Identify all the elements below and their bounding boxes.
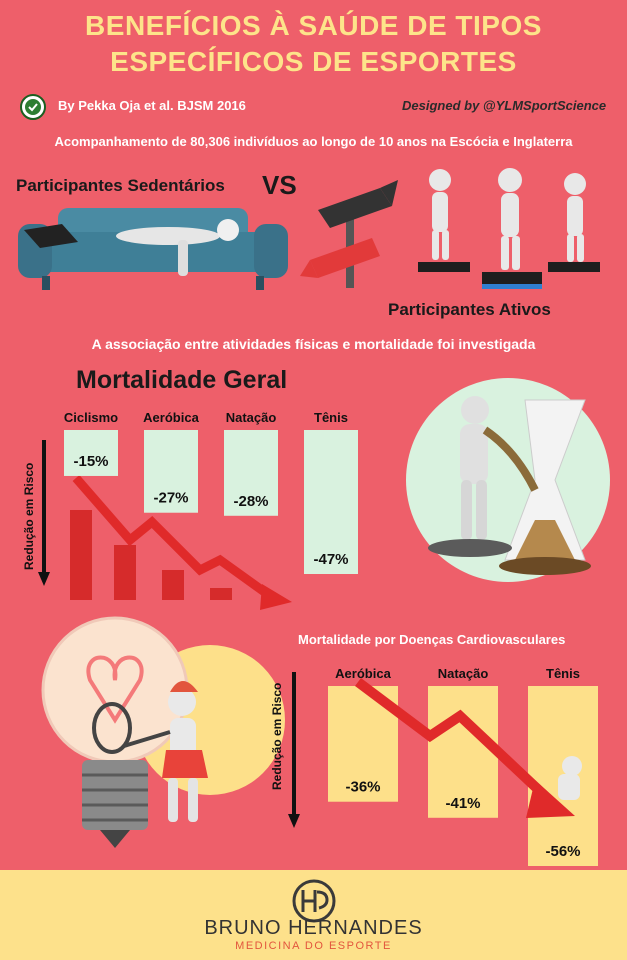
- chart-value-label: -27%: [153, 490, 188, 507]
- chart-bar: [64, 430, 118, 476]
- designer-credit: Designed by @YLMSportScience: [402, 98, 607, 113]
- chart-bar: [304, 430, 358, 574]
- association-text: A associação entre atividades físicas e …: [91, 336, 536, 352]
- active-label: Participantes Ativos: [388, 300, 551, 319]
- chart1-ylabel: Redução em Risco: [22, 462, 36, 570]
- chart-bar: [144, 430, 198, 513]
- chart-value-label: -47%: [313, 551, 348, 568]
- chart-category-label: Tênis: [546, 666, 580, 681]
- tennis-lightbulb-illustration: [41, 616, 285, 848]
- chart-bar: [224, 430, 278, 516]
- source-citation: By Pekka Oja et al. BJSM 2016: [58, 98, 246, 113]
- chart2-decline-graphic: [355, 678, 582, 818]
- sofa-illustration: [18, 208, 288, 290]
- chart-value-label: -41%: [445, 795, 480, 812]
- brand-tagline: MEDICINA DO ESPORTE: [235, 940, 392, 952]
- sedentary-label: Participantes Sedentários: [16, 176, 225, 195]
- stepper-figures-illustration: [418, 168, 600, 289]
- study-description: Acompanhamento de 80,306 indivíduos ao l…: [54, 134, 573, 149]
- vs-label: VS: [262, 170, 297, 200]
- chart-bar: [428, 686, 498, 818]
- chart-category-label: Aeróbica: [335, 666, 391, 681]
- signpost-illustration: [300, 180, 398, 288]
- chart2-title: Mortalidade por Doenças Cardiovasculares: [298, 632, 566, 647]
- title-line-2: ESPECÍFICOS DE ESPORTES: [110, 46, 517, 77]
- chart-category-label: Tênis: [314, 410, 348, 425]
- chart-category-label: Ciclismo: [64, 410, 118, 425]
- chart2-y-arrow: [288, 672, 300, 828]
- title-line-1: BENEFÍCIOS À SAÚDE DE TIPOS: [85, 10, 542, 41]
- footer: [0, 870, 627, 960]
- chart1-bars: Ciclismo -15% Aeróbica -27% Natação -28% Tênis…: [64, 410, 358, 574]
- chart-category-label: Natação: [226, 410, 277, 425]
- chart-value-label: -15%: [73, 453, 108, 470]
- brand-name: BRUNO HERNANDES: [204, 917, 423, 939]
- chart-value-label: -36%: [345, 779, 380, 796]
- chart-category-label: Aeróbica: [143, 410, 199, 425]
- chart-value-label: -56%: [545, 843, 580, 860]
- chart2-ylabel: Redução em Risco: [270, 682, 284, 790]
- chart1-decline-graphic: [70, 475, 292, 610]
- chart-category-label: Natação: [438, 666, 489, 681]
- chart-value-label: -28%: [233, 493, 268, 510]
- hourglass-illustration: [406, 378, 610, 582]
- chart1-title: Mortalidade Geral: [76, 366, 288, 394]
- seal-icon: [20, 94, 46, 120]
- chart1-y-arrow: [38, 440, 50, 586]
- brand-logo-icon: [292, 879, 336, 923]
